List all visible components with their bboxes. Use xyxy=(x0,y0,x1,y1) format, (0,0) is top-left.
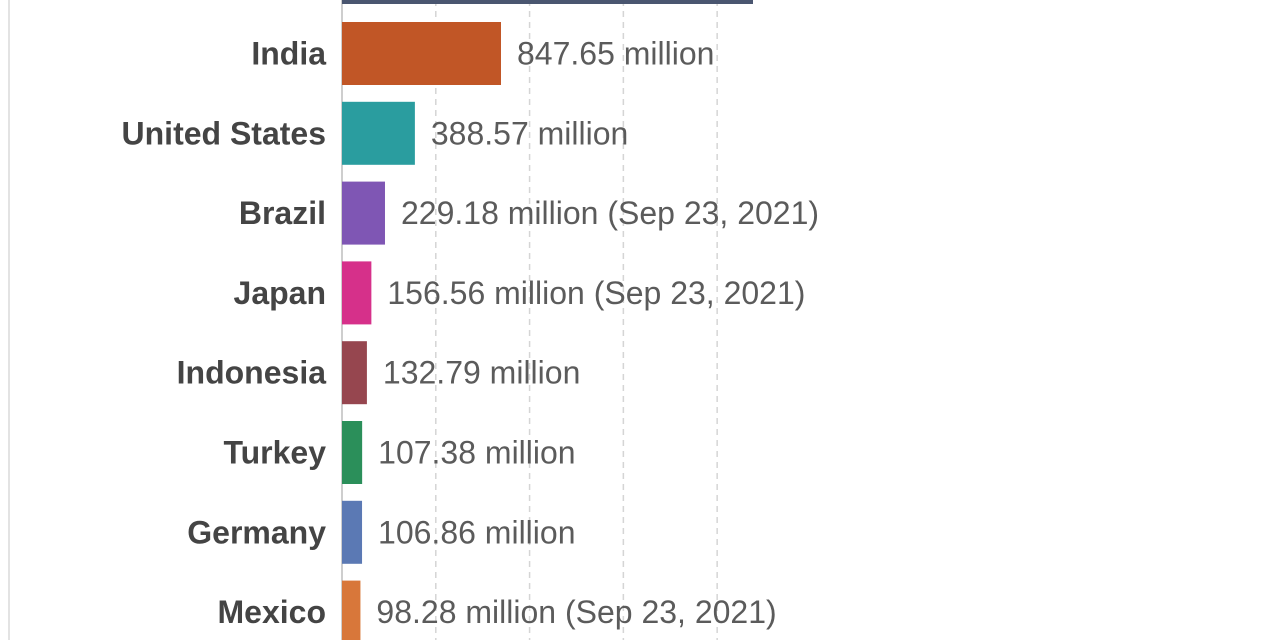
frame-border xyxy=(8,0,10,640)
bar-japan xyxy=(342,261,372,325)
category-label-brazil: Brazil xyxy=(239,195,326,231)
bar-turkey xyxy=(342,421,363,484)
category-label-japan: Japan xyxy=(234,275,326,311)
bar-indonesia xyxy=(342,341,367,405)
bar-cropped-top xyxy=(342,0,753,4)
value-label-india: 847.65 million xyxy=(517,36,714,72)
bar-brazil xyxy=(342,181,385,245)
category-label-turkey: Turkey xyxy=(223,435,326,471)
value-label-mexico: 98.28 million (Sep 23, 2021) xyxy=(376,594,776,630)
value-label-japan: 156.56 million (Sep 23, 2021) xyxy=(387,275,805,311)
bars xyxy=(342,0,753,640)
value-label-germany: 106.86 million xyxy=(378,514,575,550)
value-label-indonesia: 132.79 million xyxy=(383,355,580,391)
category-label-united-states: United States xyxy=(122,115,326,151)
category-label-indonesia: Indonesia xyxy=(177,355,327,391)
bar-united-states xyxy=(342,101,415,165)
value-label-turkey: 107.38 million xyxy=(378,435,575,471)
category-label-mexico: Mexico xyxy=(218,594,326,630)
value-label-united-states: 388.57 million xyxy=(431,115,628,151)
bar-india xyxy=(342,22,501,85)
category-label-india: India xyxy=(251,36,326,72)
bar-mexico xyxy=(342,580,361,640)
bar-germany xyxy=(342,500,363,564)
labels: India 847.65 million United States 388.57 m… xyxy=(122,36,820,631)
value-label-brazil: 229.18 million (Sep 23, 2021) xyxy=(401,195,819,231)
category-label-germany: Germany xyxy=(187,514,326,550)
